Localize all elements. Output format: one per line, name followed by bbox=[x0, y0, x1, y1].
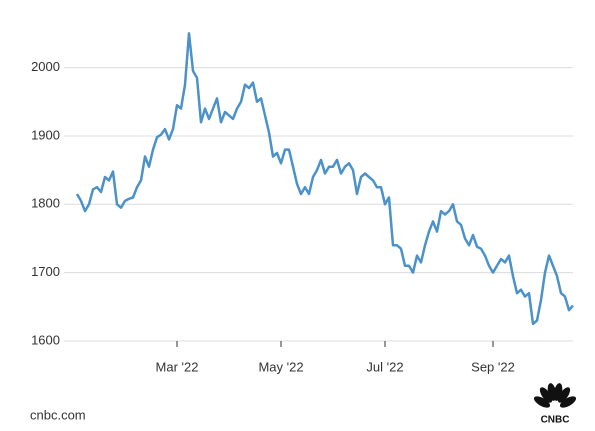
x-tick-label: Mar '22 bbox=[156, 359, 199, 374]
cnbc-logo: CNBC bbox=[533, 383, 577, 426]
source: cnbc.com bbox=[30, 407, 86, 422]
y-tick-label: 1700 bbox=[31, 264, 60, 279]
y-tick-label: 2000 bbox=[31, 59, 60, 74]
y-tick-label: 1900 bbox=[31, 127, 60, 142]
x-tick-label: Sep '22 bbox=[471, 359, 515, 374]
x-tick-label: Jul '22 bbox=[366, 359, 403, 374]
x-tick-label: May '22 bbox=[258, 359, 303, 374]
y-tick-label: 1800 bbox=[31, 196, 60, 211]
logo-text: CNBC bbox=[541, 415, 570, 426]
price-line bbox=[75, 32, 574, 326]
y-tick-label: 1600 bbox=[31, 332, 60, 347]
